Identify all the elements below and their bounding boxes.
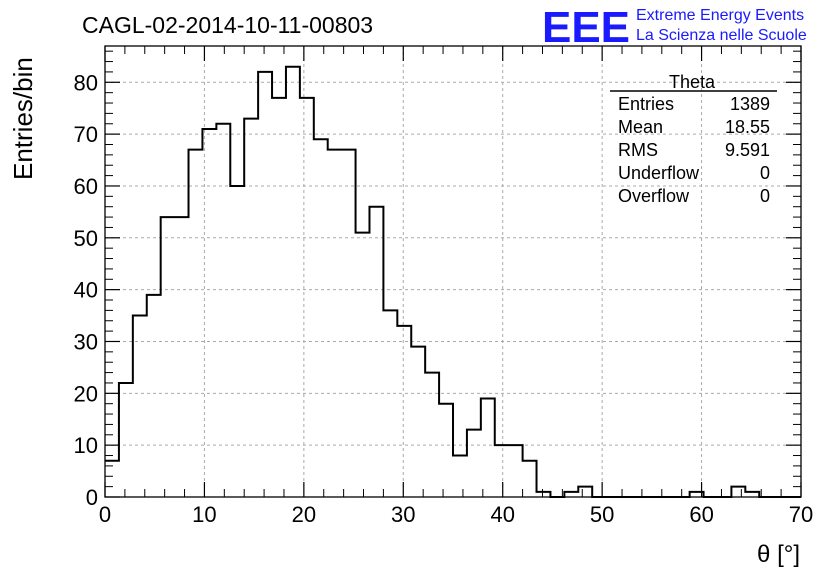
histogram-bin bbox=[356, 233, 370, 497]
histogram-bin bbox=[523, 461, 537, 497]
y-tick-label: 50 bbox=[74, 226, 98, 251]
histogram-bin bbox=[328, 150, 342, 497]
histogram-bin bbox=[453, 456, 467, 497]
stats-header: Theta bbox=[669, 72, 716, 92]
x-axis-label: θ [°] bbox=[757, 541, 800, 568]
histogram-bin bbox=[244, 119, 258, 497]
histogram-bin bbox=[272, 98, 286, 497]
histogram-bin bbox=[342, 150, 356, 497]
stats-value: 9.591 bbox=[725, 140, 770, 160]
y-tick-label: 60 bbox=[74, 174, 98, 199]
x-tick-label: 20 bbox=[292, 502, 316, 527]
histogram-bin bbox=[481, 399, 495, 497]
histogram-bin bbox=[537, 492, 551, 497]
histogram-bin bbox=[731, 487, 745, 497]
histogram-bin bbox=[133, 316, 147, 497]
y-tick-label: 40 bbox=[74, 278, 98, 303]
histogram-bin bbox=[411, 347, 425, 497]
logo-line-2: La Scienza nelle Scuole bbox=[636, 27, 807, 44]
stats-row-rms: RMS 9.591 bbox=[618, 140, 770, 160]
stats-label: Mean bbox=[618, 117, 663, 137]
y-tick-label: 10 bbox=[74, 433, 98, 458]
x-tick-label: 50 bbox=[590, 502, 614, 527]
histogram-bin bbox=[509, 445, 523, 497]
histogram-bin bbox=[216, 124, 230, 497]
stats-row-underflow: Underflow 0 bbox=[618, 163, 770, 183]
x-tick-label: 10 bbox=[192, 502, 216, 527]
histogram-bin bbox=[397, 326, 411, 497]
y-tick-label: 0 bbox=[86, 485, 98, 510]
stats-value: 18.55 bbox=[725, 117, 770, 137]
histogram-bin bbox=[175, 217, 189, 497]
eee-logo: EEE Extreme Energy Events La Scienza nel… bbox=[542, 3, 807, 52]
histogram-bin bbox=[314, 139, 328, 497]
stats-row-mean: Mean 18.55 bbox=[618, 117, 770, 137]
stats-label: Entries bbox=[618, 94, 674, 114]
histogram-bin bbox=[467, 430, 481, 497]
grid bbox=[105, 46, 801, 497]
histogram-bars bbox=[105, 65, 801, 498]
plot-frame bbox=[104, 45, 802, 498]
stats-row-overflow: Overflow 0 bbox=[618, 186, 770, 206]
tick-labels: 0 10 20 30 40 50 60 70 0 10 20 30 40 50 60 70 80 bbox=[74, 70, 814, 527]
histogram-bin bbox=[189, 150, 203, 497]
x-tick-label: 60 bbox=[689, 502, 713, 527]
y-tick-label: 30 bbox=[74, 329, 98, 354]
histogram-bin bbox=[258, 72, 272, 497]
y-tick-label: 20 bbox=[74, 381, 98, 406]
histogram-bin bbox=[383, 310, 397, 497]
histogram-bin bbox=[439, 404, 453, 497]
histogram-bin bbox=[286, 67, 300, 497]
y-tick-label: 80 bbox=[74, 70, 98, 95]
histogram-bin bbox=[369, 207, 383, 497]
histogram-bin bbox=[119, 383, 133, 497]
stats-box: Theta Entries 1389 Mean 18.55 RMS 9.591 … bbox=[610, 72, 777, 206]
logo-line-1: Extreme Energy Events bbox=[636, 7, 804, 24]
x-tick-label: 30 bbox=[391, 502, 415, 527]
histogram-bin bbox=[425, 373, 439, 497]
stats-label: RMS bbox=[618, 140, 658, 160]
stats-value: 0 bbox=[760, 186, 770, 206]
histogram-bin bbox=[161, 217, 175, 497]
stats-label: Underflow bbox=[618, 163, 700, 183]
histogram-bin bbox=[147, 295, 161, 497]
x-tick-label: 70 bbox=[789, 502, 813, 527]
histogram-bin bbox=[495, 445, 509, 497]
eee-logo-mark: EEE bbox=[542, 3, 630, 52]
y-tick-label: 70 bbox=[74, 122, 98, 147]
stats-value: 1389 bbox=[730, 94, 770, 114]
axis-ticks bbox=[104, 46, 802, 498]
histogram-bin bbox=[564, 492, 578, 497]
x-tick-label: 40 bbox=[490, 502, 514, 527]
stats-label: Overflow bbox=[618, 186, 690, 206]
y-axis-label: Entries/bin bbox=[8, 57, 38, 180]
histogram-bin bbox=[745, 492, 759, 497]
chart-title: CAGL-02-2014-10-11-00803 bbox=[82, 12, 373, 38]
histogram-bin bbox=[230, 186, 244, 497]
histogram-bin bbox=[578, 487, 592, 497]
stats-value: 0 bbox=[760, 163, 770, 183]
stats-row-entries: Entries 1389 bbox=[618, 94, 770, 114]
x-tick-label: 0 bbox=[99, 502, 111, 527]
histogram-bin bbox=[202, 129, 216, 497]
histogram-bin bbox=[300, 98, 314, 497]
